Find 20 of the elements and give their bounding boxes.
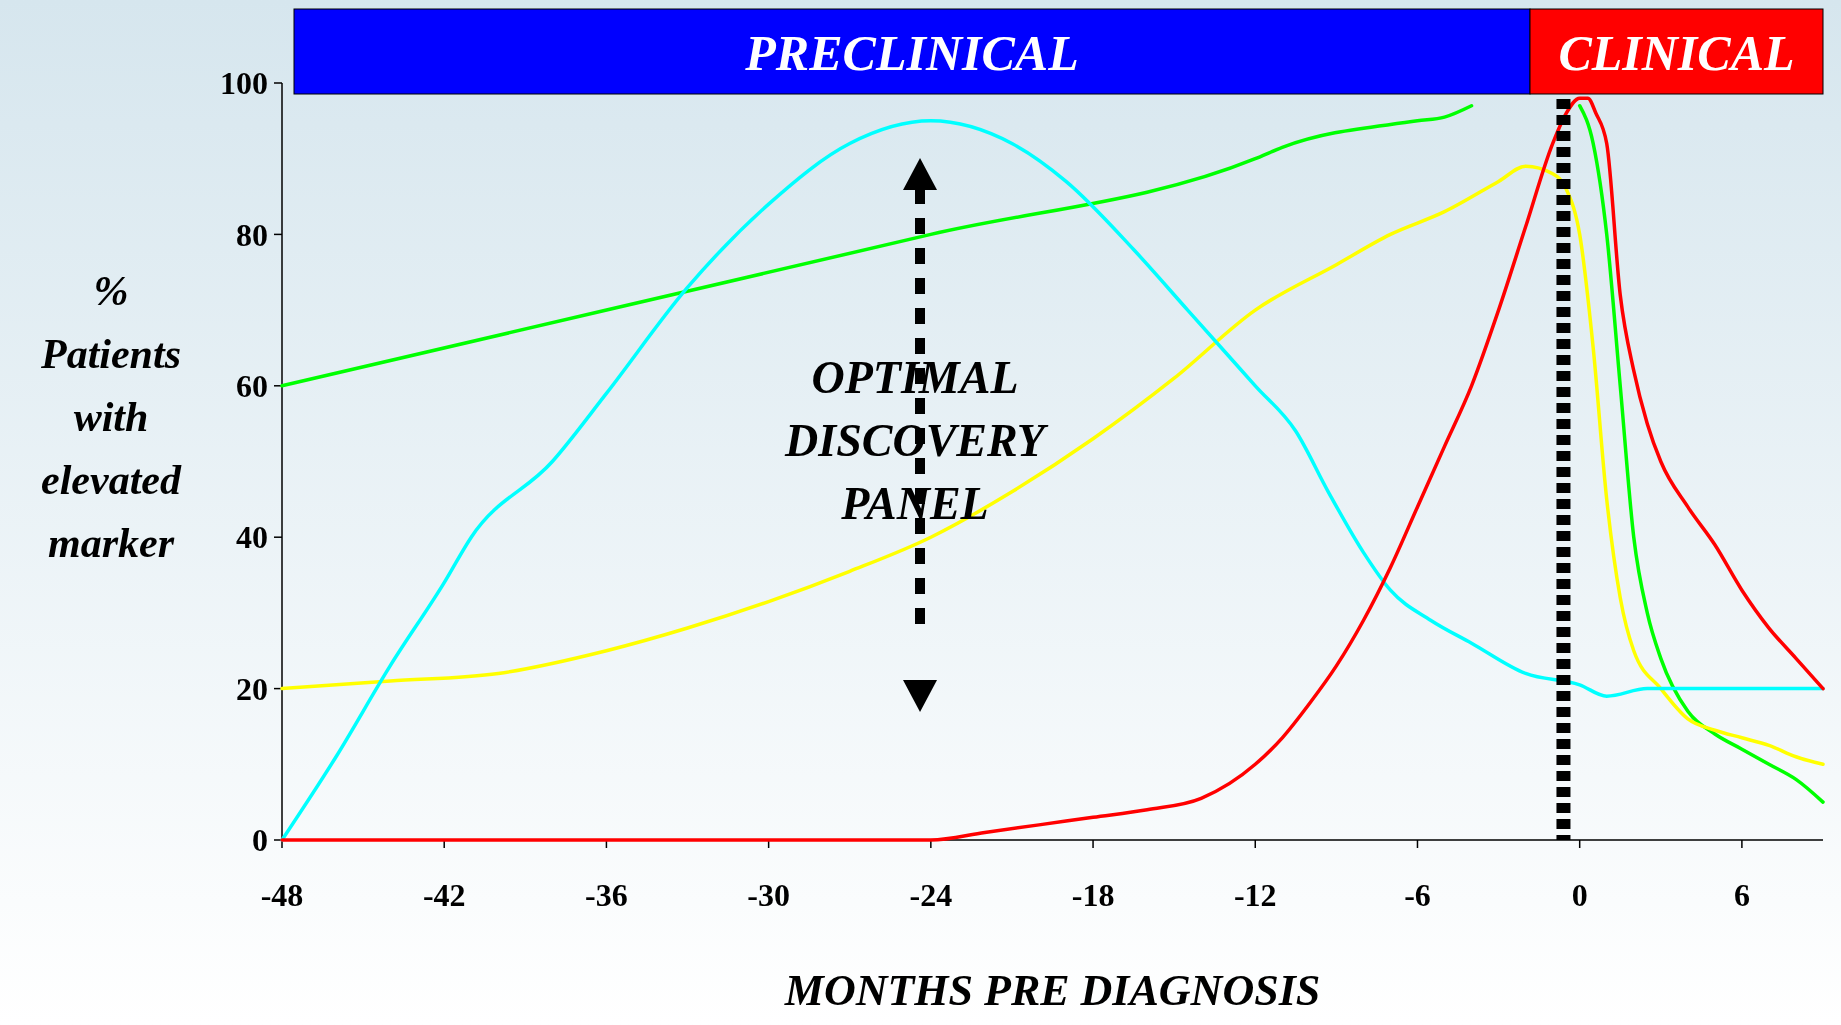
x-tick-label: -30	[747, 877, 790, 913]
y-tick-label: 20	[236, 670, 268, 707]
x-tick-label: -12	[1233, 877, 1277, 913]
x-axis-title: MONTHS PRE DIAGNOSIS	[783, 966, 1321, 1015]
x-tick-label: 6	[1733, 877, 1750, 913]
text: PRECLINICAL	[744, 24, 1079, 81]
y-tick-label: 40	[236, 519, 268, 556]
x-tick-label: -48	[260, 877, 304, 913]
x-tick-label: -36	[585, 877, 628, 913]
y-tick-label: 60	[236, 368, 268, 404]
y-tick-label: 80	[236, 216, 268, 253]
y-tick-label: 100	[220, 65, 268, 102]
x-tick-label: -42	[422, 877, 466, 913]
x-tick-label: -6	[1404, 877, 1431, 913]
y-axis-title: % Patients with elevated marker	[39, 268, 182, 566]
x-tick-label: -18	[1071, 877, 1115, 913]
x-tick-label: -24	[909, 877, 953, 913]
text: CLINICAL	[1558, 24, 1795, 81]
y-tick-label: 0	[252, 822, 268, 859]
x-tick-label: 0	[1571, 877, 1588, 913]
